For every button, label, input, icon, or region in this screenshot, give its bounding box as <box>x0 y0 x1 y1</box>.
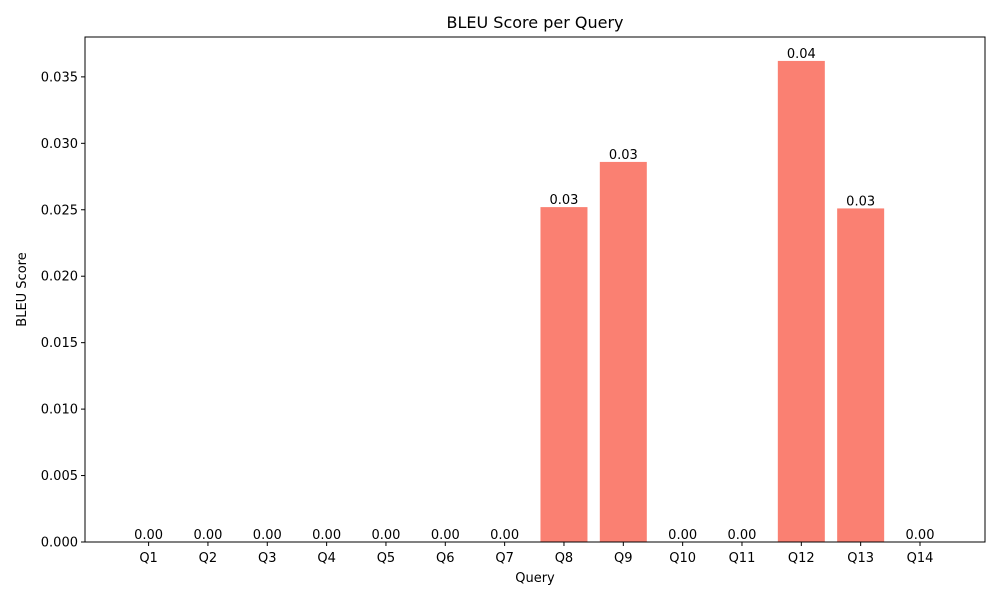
x-tick-label-q14: Q14 <box>907 551 934 566</box>
bar-value-label-q11: 0.00 <box>728 528 757 543</box>
chart-title: BLEU Score per Query <box>447 13 624 32</box>
x-tick-label-q6: Q6 <box>436 551 455 566</box>
bar-q12 <box>777 60 825 543</box>
y-tick-label-6: 0.030 <box>41 137 78 152</box>
bar-value-label-q2: 0.00 <box>193 528 222 543</box>
x-tick-label-q3: Q3 <box>258 551 277 566</box>
y-axis-title: BLEU Score <box>15 252 30 326</box>
y-tick-label-7: 0.035 <box>41 70 78 85</box>
x-tick-label-q10: Q10 <box>669 551 696 566</box>
bar-q8 <box>540 207 588 543</box>
x-tick-label-q11: Q11 <box>729 551 756 566</box>
bar-q13 <box>837 208 885 542</box>
x-tick-label-q1: Q1 <box>139 551 158 566</box>
bar-value-label-q5: 0.00 <box>371 528 400 543</box>
bar-labels-group: 0.00 0.00 0.00 0.00 0.00 0.00 0.00 0.03 0.03 0.00… <box>134 47 934 543</box>
bar-value-label-q1: 0.00 <box>134 528 163 543</box>
x-axis-ticks: Q1 Q2 Q3 Q4 Q5 Q6 Q7 Q8 Q9 Q10 Q11 Q12 Q13 Q14 <box>139 542 933 566</box>
bar-value-label-q12: 0.04 <box>787 47 816 62</box>
bar-q9 <box>599 161 647 543</box>
y-tick-label-4: 0.020 <box>41 270 78 285</box>
x-tick-label-q9: Q9 <box>614 551 633 566</box>
x-tick-label-q2: Q2 <box>199 551 218 566</box>
y-tick-label-1: 0.005 <box>41 469 78 484</box>
bar-value-label-q8: 0.03 <box>549 193 578 208</box>
bar-value-label-q4: 0.00 <box>312 528 341 543</box>
bar-value-label-q6: 0.00 <box>431 528 460 543</box>
x-tick-label-q13: Q13 <box>847 551 874 566</box>
bar-value-label-q9: 0.03 <box>609 148 638 163</box>
y-tick-label-2: 0.010 <box>41 403 78 418</box>
bar-value-label-q3: 0.00 <box>253 528 282 543</box>
x-tick-label-q7: Q7 <box>495 551 514 566</box>
x-tick-label-q4: Q4 <box>317 551 336 566</box>
x-tick-label-q12: Q12 <box>788 551 815 566</box>
y-axis-ticks: 0.000 0.005 0.010 0.015 0.020 0.025 0.030 0.035 <box>41 70 85 551</box>
x-axis-title: Query <box>515 571 555 586</box>
x-tick-label-q8: Q8 <box>555 551 574 566</box>
bar-value-label-q14: 0.00 <box>906 528 935 543</box>
y-tick-label-0: 0.000 <box>41 536 78 551</box>
bars-group <box>540 60 885 543</box>
y-tick-label-5: 0.025 <box>41 203 78 218</box>
x-tick-label-q5: Q5 <box>377 551 396 566</box>
bar-value-label-q13: 0.03 <box>846 194 875 209</box>
bar-value-label-q10: 0.00 <box>668 528 697 543</box>
y-tick-label-3: 0.015 <box>41 336 78 351</box>
bar-value-label-q7: 0.00 <box>490 528 519 543</box>
plot-area: 0.00 0.00 0.00 0.00 0.00 0.00 0.00 0.03 0.03 0.00… <box>41 36 986 566</box>
plot-frame <box>84 36 986 543</box>
